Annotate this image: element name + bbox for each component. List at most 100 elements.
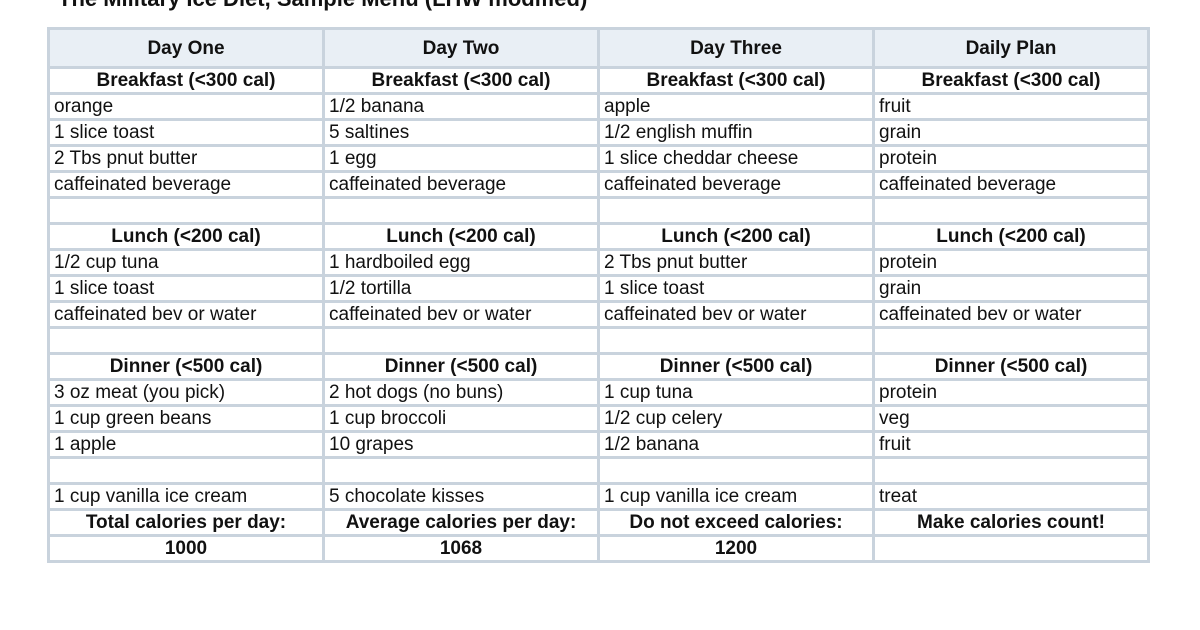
dinner-item-row-cell: veg <box>872 404 1150 433</box>
treat-row-cell: 1 cup vanilla ice cream <box>597 482 875 511</box>
spacer-row <box>47 196 1150 225</box>
breakfast-item-row: 2 Tbs pnut butter 1 egg 1 slice cheddar ch… <box>47 144 1150 173</box>
spacer-row-cell <box>597 196 875 225</box>
column-header-row-cell: Day Two <box>322 27 600 69</box>
spacer-row <box>47 326 1150 355</box>
dinner-item-row-cell: 2 hot dogs (no buns) <box>322 378 600 407</box>
spacer-row-cell <box>597 326 875 355</box>
breakfast-header-row-cell: Breakfast (<300 cal) <box>597 66 875 95</box>
breakfast-item-row-cell: protein <box>872 144 1150 173</box>
dinner-item-row-cell: 1 cup broccoli <box>322 404 600 433</box>
lunch-item-row-cell: protein <box>872 248 1150 277</box>
lunch-item-row-cell: 1/2 cup tuna <box>47 248 325 277</box>
lunch-header-row-cell: Lunch (<200 cal) <box>597 222 875 251</box>
lunch-item-row-cell: grain <box>872 274 1150 303</box>
breakfast-header-row-cell: Breakfast (<300 cal) <box>872 66 1150 95</box>
breakfast-item-row: 1 slice toast 5 saltines 1/2 english muffi… <box>47 118 1150 147</box>
breakfast-item-row-cell: caffeinated beverage <box>597 170 875 199</box>
breakfast-item-row-cell: caffeinated beverage <box>322 170 600 199</box>
spacer-row-cell <box>872 196 1150 225</box>
spacer-row-cell <box>322 196 600 225</box>
breakfast-item-row: caffeinated beverage caffeinated beverage… <box>47 170 1150 199</box>
dinner-item-row: 1 apple 10 grapes 1/2 banana fruit <box>47 430 1150 459</box>
totals-label-row-cell: Make calories count! <box>872 508 1150 537</box>
column-header-row-cell: Day One <box>47 27 325 69</box>
totals-label-row-cell: Total calories per day: <box>47 508 325 537</box>
dinner-item-row-cell: 1 apple <box>47 430 325 459</box>
breakfast-item-row-cell: orange <box>47 92 325 121</box>
breakfast-item-row-cell: 1 slice toast <box>47 118 325 147</box>
dinner-item-row-cell: fruit <box>872 430 1150 459</box>
lunch-header-row-cell: Lunch (<200 cal) <box>47 222 325 251</box>
totals-value-row-cell: 1200 <box>597 534 875 563</box>
breakfast-item-row-cell: 1 egg <box>322 144 600 173</box>
spacer-row-cell <box>597 456 875 485</box>
dinner-item-row-cell: 3 oz meat (you pick) <box>47 378 325 407</box>
spacer-row-cell <box>322 456 600 485</box>
totals-value-row-cell: 1068 <box>322 534 600 563</box>
dinner-item-row: 1 cup green beans 1 cup broccoli 1/2 cup c… <box>47 404 1150 433</box>
totals-label-row-cell: Do not exceed calories: <box>597 508 875 537</box>
dinner-header-row-cell: Dinner (<500 cal) <box>47 352 325 381</box>
lunch-item-row-cell: 1 hardboiled egg <box>322 248 600 277</box>
treat-row-cell: 1 cup vanilla ice cream <box>47 482 325 511</box>
dinner-item-row-cell: 1/2 cup celery <box>597 404 875 433</box>
breakfast-item-row-cell: caffeinated beverage <box>47 170 325 199</box>
lunch-item-row-cell: 1/2 tortilla <box>322 274 600 303</box>
spacer-row-cell <box>872 326 1150 355</box>
spacer-row-cell <box>47 456 325 485</box>
dinner-header-row-cell: Dinner (<500 cal) <box>322 352 600 381</box>
lunch-item-row-cell: 1 slice toast <box>597 274 875 303</box>
totals-value-row-cell: 1000 <box>47 534 325 563</box>
dinner-item-row-cell: 1 cup green beans <box>47 404 325 433</box>
dinner-header-row: Dinner (<500 cal) Dinner (<500 cal) Dinner… <box>47 352 1150 381</box>
spacer-row-cell <box>47 326 325 355</box>
lunch-item-row-cell: caffeinated bev or water <box>322 300 600 329</box>
breakfast-item-row-cell: 1/2 banana <box>322 92 600 121</box>
dinner-header-row-cell: Dinner (<500 cal) <box>597 352 875 381</box>
lunch-header-row-cell: Lunch (<200 cal) <box>322 222 600 251</box>
breakfast-item-row-cell: apple <box>597 92 875 121</box>
breakfast-item-row-cell: caffeinated beverage <box>872 170 1150 199</box>
breakfast-header-row-cell: Breakfast (<300 cal) <box>322 66 600 95</box>
lunch-header-row: Lunch (<200 cal) Lunch (<200 cal) Lunch (<… <box>47 222 1150 251</box>
dinner-item-row: 3 oz meat (you pick) 2 hot dogs (no buns)… <box>47 378 1150 407</box>
spacer-row-cell <box>872 456 1150 485</box>
lunch-item-row: 1/2 cup tuna 1 hardboiled egg 2 Tbs pnut b… <box>47 248 1150 277</box>
dinner-item-row-cell: protein <box>872 378 1150 407</box>
lunch-item-row-cell: 2 Tbs pnut butter <box>597 248 875 277</box>
spacer-row-cell <box>322 326 600 355</box>
lunch-item-row: caffeinated bev or water caffeinated bev … <box>47 300 1150 329</box>
totals-value-row: 1000 1068 1200 <box>47 534 1150 563</box>
breakfast-header-row: Breakfast (<300 cal) Breakfast (<300 cal)… <box>47 66 1150 95</box>
breakfast-item-row-cell: 2 Tbs pnut butter <box>47 144 325 173</box>
column-header-row: Day One Day Two Day Three Daily Plan <box>47 27 1150 69</box>
lunch-item-row-cell: caffeinated bev or water <box>597 300 875 329</box>
breakfast-item-row-cell: fruit <box>872 92 1150 121</box>
lunch-item-row-cell: 1 slice toast <box>47 274 325 303</box>
lunch-item-row-cell: caffeinated bev or water <box>47 300 325 329</box>
breakfast-item-row-cell: 1/2 english muffin <box>597 118 875 147</box>
totals-label-row: Total calories per day: Average calories … <box>47 508 1150 537</box>
breakfast-header-row-cell: Breakfast (<300 cal) <box>47 66 325 95</box>
spacer-row-cell <box>47 196 325 225</box>
column-header-row-cell: Day Three <box>597 27 875 69</box>
totals-value-row-cell <box>872 534 1150 563</box>
treat-row: 1 cup vanilla ice cream 5 chocolate kisse… <box>47 482 1150 511</box>
breakfast-item-row: orange 1/2 banana apple fruit <box>47 92 1150 121</box>
breakfast-item-row-cell: 5 saltines <box>322 118 600 147</box>
treat-row-cell: treat <box>872 482 1150 511</box>
breakfast-item-row-cell: 1 slice cheddar cheese <box>597 144 875 173</box>
column-header-row-cell: Daily Plan <box>872 27 1150 69</box>
dinner-header-row-cell: Dinner (<500 cal) <box>872 352 1150 381</box>
treat-row-cell: 5 chocolate kisses <box>322 482 600 511</box>
dinner-item-row-cell: 10 grapes <box>322 430 600 459</box>
menu-table: Day One Day Two Day Three Daily Plan Breakfa… <box>47 27 1150 563</box>
breakfast-item-row-cell: grain <box>872 118 1150 147</box>
dinner-item-row-cell: 1/2 banana <box>597 430 875 459</box>
totals-label-row-cell: Average calories per day: <box>322 508 600 537</box>
lunch-item-row: 1 slice toast 1/2 tortilla 1 slice toast gr… <box>47 274 1150 303</box>
dinner-item-row-cell: 1 cup tuna <box>597 378 875 407</box>
lunch-header-row-cell: Lunch (<200 cal) <box>872 222 1150 251</box>
page-title: The Military Ice Diet, Sample Menu (LHW … <box>58 0 587 12</box>
